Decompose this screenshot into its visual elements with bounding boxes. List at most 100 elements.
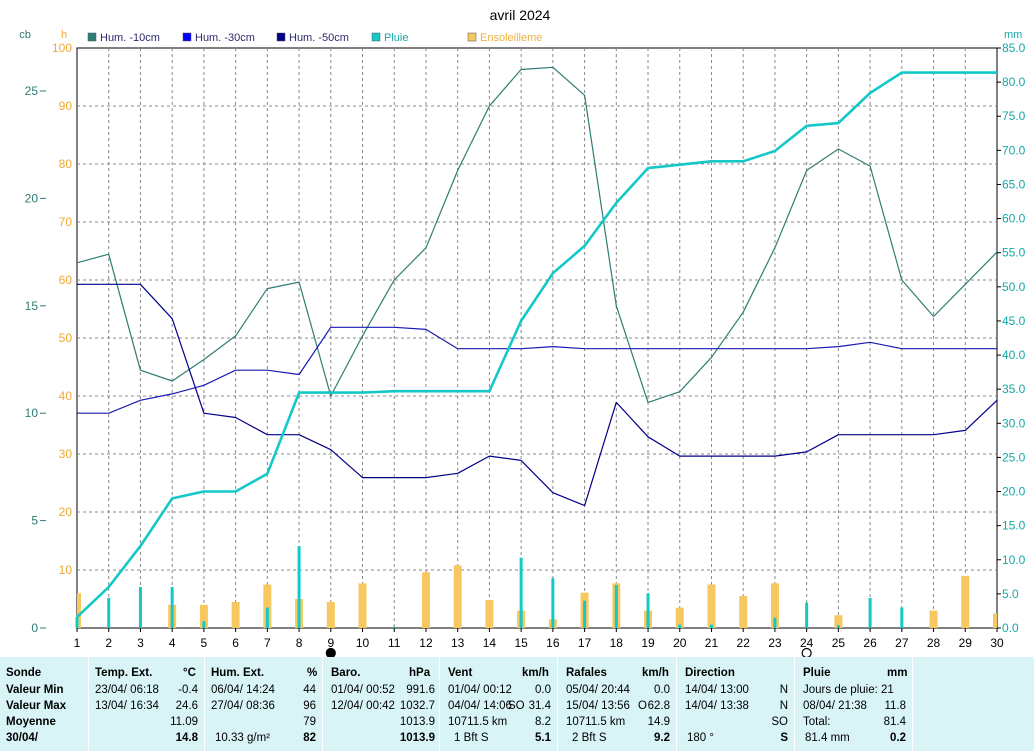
daily-rain-bar <box>392 626 396 628</box>
vent-min-val: 0.0 <box>535 684 551 696</box>
rafales-avg-extra: 10711.5 km <box>566 716 626 728</box>
rafales-max-time: 15/04/ 13:56 <box>566 700 630 712</box>
h-tick-label: 10 <box>59 563 73 577</box>
mm-tick-label: 80.0 <box>1002 75 1026 89</box>
hum-unit: % <box>307 667 318 679</box>
legend: Hum. -10cm Hum. -30cm Hum. -50cm Pluie Ensol… <box>87 32 542 44</box>
pluie-row2-time: 08/04/ 21:38 <box>803 700 867 712</box>
mm-tick-label: 20.0 <box>1002 485 1026 499</box>
mm-tick-label: 45.0 <box>1002 314 1026 328</box>
baro-avg: 1013.9 <box>399 716 435 728</box>
x-tick-label: 8 <box>296 636 303 650</box>
x-tick-label: 29 <box>959 636 973 650</box>
rafales-max-dir: O <box>638 700 647 712</box>
direction-title: Direction <box>685 667 735 679</box>
x-tick-label: 12 <box>419 636 433 650</box>
x-tick-label: 1 <box>74 636 81 650</box>
pluie-row3-val: 81.4 <box>883 716 906 728</box>
daily-rain-bar <box>709 624 713 628</box>
legend-label: Hum. -10cm <box>100 32 160 44</box>
moon-new-icon <box>325 647 336 657</box>
mm-tick-label: 0.0 <box>1002 621 1019 635</box>
x-tick-label: 19 <box>641 636 655 650</box>
axis-unit-h: h <box>61 29 67 41</box>
mm-tick-label: 35.0 <box>1002 382 1026 396</box>
x-tick-label: 28 <box>927 636 941 650</box>
mm-tick-label: 70.0 <box>1002 143 1026 157</box>
rafales-avg: 14.9 <box>647 716 670 728</box>
x-tick-label: 2 <box>105 636 112 650</box>
sonde-title: Sonde <box>6 667 42 679</box>
axes-layer: 1 2 3 4 5 6 7 8 9 10 11 12 13 14 15 16 17 18 19 20 21 22 23 24 2… <box>19 29 1026 657</box>
sunshine-bar <box>707 584 716 628</box>
daily-rain-bar <box>519 557 523 628</box>
cb-tick-label: 25 <box>25 84 39 98</box>
baro-min-time: 01/04/ 00:52 <box>331 684 395 696</box>
hum-avg: 79 <box>303 716 316 728</box>
daily-rain-bar <box>646 593 650 628</box>
daily-rain-bar <box>75 617 79 628</box>
baro-min-val: 991.6 <box>406 684 435 696</box>
x-tick-label: 17 <box>578 636 592 650</box>
mm-tick-label: 5.0 <box>1002 587 1019 601</box>
rafales-column: Rafales km/h 05/04/ 20:44 0.0 15/04/ 13:… <box>558 657 677 751</box>
series-line-hum-30cm <box>77 326 997 414</box>
stats-panel: Sonde Valeur Min Valeur Max Moyenne 30/0… <box>0 657 1034 751</box>
x-tick-label: 5 <box>201 636 208 650</box>
x-tick-label: 6 <box>232 636 239 650</box>
pluie-column: Pluie mm Jours de pluie: 21 08/04/ 21:38… <box>795 657 913 751</box>
legend-swatch <box>467 32 477 42</box>
series-line-pluie <box>76 71 997 619</box>
x-tick-label: 7 <box>264 636 271 650</box>
hum-min-val: 44 <box>303 684 316 696</box>
vent-avg: 8.2 <box>535 716 551 728</box>
x-tick-label: 3 <box>137 636 144 650</box>
temp-min-time: 23/04/ 06:18 <box>95 684 159 696</box>
pluie-row1: Jours de pluie: 21 <box>803 684 894 696</box>
mm-tick-label: 65.0 <box>1002 177 1026 191</box>
baro-column: Baro. hPa 01/04/ 00:52 991.6 12/04/ 00:4… <box>323 657 440 751</box>
rafales-title: Rafales <box>566 667 607 679</box>
x-tick-label: 14 <box>483 636 497 650</box>
daily-rain-bar <box>107 597 111 628</box>
daily-rain-bar <box>202 621 206 628</box>
daily-rain-bar <box>805 602 809 628</box>
legend-swatch <box>371 32 381 42</box>
rafales-unit: km/h <box>642 667 669 679</box>
series-line-hum-10cm <box>76 66 998 403</box>
pluie-row2-val: 11.8 <box>884 700 906 712</box>
cb-tick-label: 0 <box>31 621 38 635</box>
sonde-row-max: Valeur Max <box>6 700 67 712</box>
baro-title: Baro. <box>331 667 361 679</box>
plot-area <box>76 47 998 629</box>
sunshine-bar <box>263 584 272 628</box>
temp-avg: 11.09 <box>170 716 198 728</box>
vent-today-extra: 1 Bft S <box>454 732 489 744</box>
temp-min-val: -0.4 <box>178 684 198 696</box>
sunshine-bar <box>231 601 240 628</box>
sonde-column: Sonde Valeur Min Valeur Max Moyenne 30/0… <box>0 657 89 751</box>
hum-min-time: 06/04/ 14:24 <box>211 684 275 696</box>
pluie-title: Pluie <box>803 667 831 679</box>
direction-max-time: 14/04/ 13:38 <box>685 700 749 712</box>
sunshine-bar <box>770 583 779 628</box>
rafales-today-extra: 2 Bft S <box>572 732 607 744</box>
legend-swatch <box>182 32 192 42</box>
chart-title: avril 2024 <box>490 7 551 23</box>
x-tick-label: 15 <box>514 636 528 650</box>
sunshine-bar <box>834 615 843 628</box>
x-tick-label: 4 <box>169 636 176 650</box>
daily-rain-bar <box>297 546 301 628</box>
mm-tick-label: 55.0 <box>1002 246 1026 260</box>
vent-column: Vent km/h 01/04/ 00:12 0.0 04/04/ 14:06 … <box>440 657 558 751</box>
x-tick-label: 21 <box>705 636 719 650</box>
sunshine-bar <box>358 583 367 628</box>
vent-max-val: 31.4 <box>528 700 551 712</box>
x-tick-label: 24 <box>800 636 814 650</box>
sonde-row-avg: Moyenne <box>6 716 56 728</box>
sunshine-bar <box>421 572 430 628</box>
pluie-today-extra: 81.4 mm <box>805 732 850 744</box>
axis-unit-mm: mm <box>1004 29 1022 41</box>
sunshine-bar <box>929 610 938 628</box>
direction-min-val: N <box>779 684 788 696</box>
